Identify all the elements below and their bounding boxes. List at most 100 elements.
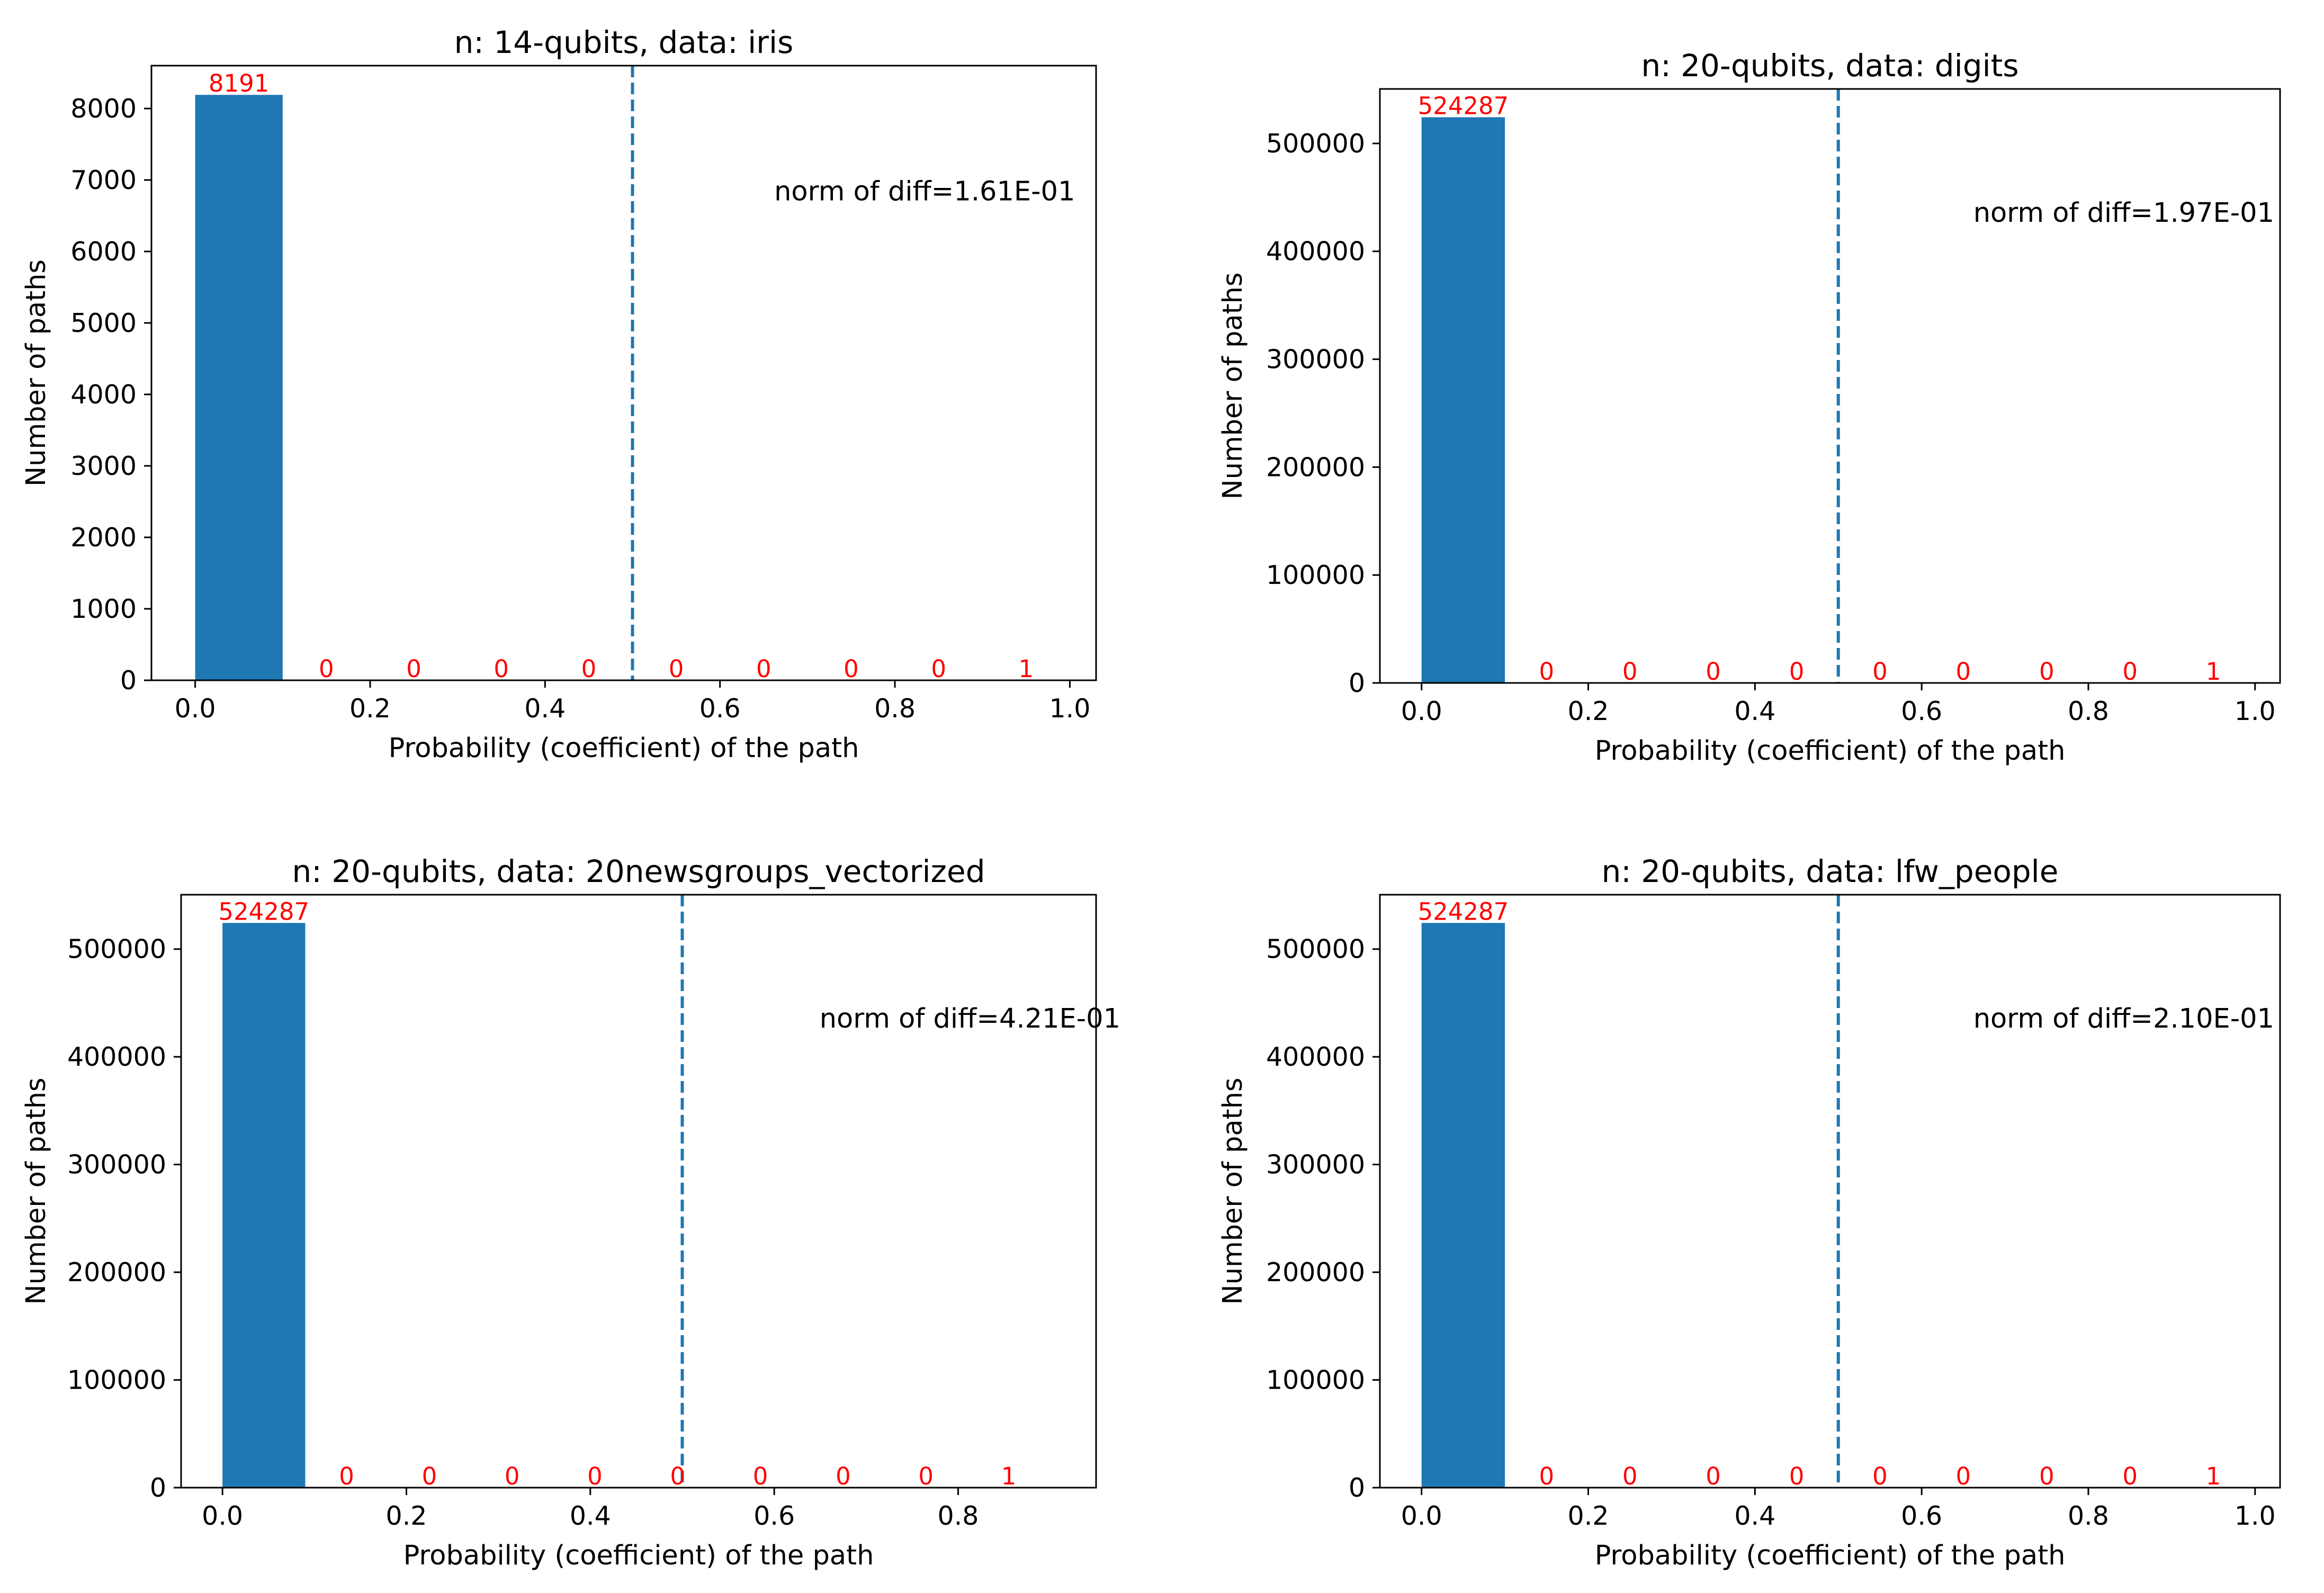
- y-tick-label: 0: [1349, 1473, 1365, 1503]
- x-tick-label: 0.4: [1734, 1501, 1775, 1531]
- x-axis-label: Probability (coefficient) of the path: [1595, 735, 2066, 767]
- chart-title: n: 14-qubits, data: iris: [454, 24, 794, 60]
- y-tick-label: 300000: [1266, 345, 1365, 375]
- bar-value-label: 0: [1539, 1462, 1554, 1490]
- x-tick-label: 0.8: [938, 1501, 979, 1531]
- bar-value-label: 0: [931, 655, 946, 683]
- y-tick-label: 200000: [1266, 452, 1365, 482]
- x-tick-label: 0.8: [2068, 696, 2109, 726]
- x-tick-label: 0.2: [1568, 696, 1609, 726]
- bar-value-label: 0: [756, 655, 771, 683]
- bar-value-label: 0: [406, 655, 421, 683]
- x-axis-label: Probability (coefficient) of the path: [403, 1540, 874, 1571]
- histogram-bar: [1421, 923, 1505, 1488]
- y-tick-label: 400000: [67, 1042, 166, 1072]
- y-tick-label: 4000: [70, 380, 137, 410]
- bar-value-label: 524287: [1418, 897, 1509, 925]
- bar-value-label: 0: [1956, 658, 1971, 686]
- bar-value-label: 0: [505, 1462, 520, 1490]
- y-tick-label: 200000: [1266, 1257, 1365, 1288]
- chart-panel-1: 524287 0 0 0 0 0 0 0 0 1 0.0 0.2 0.4 0.6 0.8 1.0 0 100000…: [1217, 48, 2281, 767]
- bar-value-label: 0: [587, 1462, 603, 1490]
- y-tick-label: 3000: [70, 451, 137, 481]
- y-axis-label: Number of paths: [21, 259, 52, 487]
- y-tick-label: 2000: [70, 523, 137, 553]
- y-tick-label: 0: [1349, 668, 1365, 698]
- y-tick-label: 300000: [1266, 1150, 1365, 1180]
- axes-frame: [1379, 894, 2281, 1489]
- bar-value-label: 0: [1872, 1462, 1888, 1490]
- x-tick-label: 0.8: [874, 694, 916, 724]
- bar-value-label: 0: [2039, 1462, 2054, 1490]
- y-tick-label: 8000: [70, 94, 137, 124]
- x-tick-label: 0.2: [1568, 1501, 1609, 1531]
- x-tick-label: 0.4: [524, 694, 566, 724]
- chart-title: n: 20-qubits, data: lfw_people: [1602, 853, 2059, 889]
- bar-value-label: 0: [1622, 658, 1638, 686]
- x-tick-label: 1.0: [2235, 696, 2276, 726]
- x-tick-label: 0.4: [1734, 696, 1775, 726]
- norm-diff-annotation: norm of diff=4.21E-01: [820, 1003, 1120, 1034]
- bar-value-label: 0: [1789, 1462, 1805, 1490]
- x-tick-label: 0.2: [349, 694, 391, 724]
- bar-value-label: 0: [753, 1462, 768, 1490]
- bar-value-label: 524287: [1418, 92, 1509, 120]
- bar-value-label: 0: [581, 655, 597, 683]
- chart-title: n: 20-qubits, data: digits: [1641, 48, 2018, 84]
- y-tick-label: 5000: [70, 308, 137, 338]
- bar-value-label: 0: [1706, 1462, 1721, 1490]
- x-tick-label: 0.6: [753, 1501, 795, 1531]
- bar-value-label: 0: [422, 1462, 437, 1490]
- axes-frame: [180, 894, 1097, 1489]
- histogram-bar: [222, 923, 306, 1488]
- bar-value-label: 0: [319, 655, 334, 683]
- y-tick-label: 500000: [67, 934, 166, 965]
- y-tick-label: 7000: [70, 165, 137, 195]
- y-tick-label: 1000: [70, 594, 137, 624]
- x-tick-label: 0.6: [699, 694, 741, 724]
- bar-value-label: 0: [2122, 658, 2138, 686]
- bar-value-label: 0: [1539, 658, 1554, 686]
- y-tick-label: 100000: [67, 1365, 166, 1396]
- bar-value-label: 8191: [209, 69, 270, 97]
- axes-frame: [150, 65, 1097, 681]
- y-tick-label: 300000: [67, 1150, 166, 1180]
- chart-title: n: 20-qubits, data: 20newsgroups_vectori…: [292, 853, 985, 889]
- bar-value-label: 0: [493, 655, 509, 683]
- chart-panel-0: 8191 0 0 0 0 0 0 0 0 1 0.0 0.2 0.4 0.6 0.8 1.0 0 1000 2000…: [21, 24, 1097, 764]
- y-tick-label: 400000: [1266, 1042, 1365, 1072]
- x-tick-label: 1.0: [1049, 694, 1090, 724]
- bar-value-label: 0: [2039, 658, 2054, 686]
- bar-value-label: 0: [1956, 1462, 1971, 1490]
- x-tick-label: 0.2: [386, 1501, 427, 1531]
- x-tick-label: 0.0: [1401, 696, 1442, 726]
- y-axis-label: Number of paths: [1217, 1078, 1249, 1305]
- bar-value-label: 0: [2122, 1462, 2138, 1490]
- y-tick-label: 100000: [1266, 1365, 1365, 1396]
- y-tick-label: 6000: [70, 237, 137, 267]
- norm-diff-annotation: norm of diff=2.10E-01: [1973, 1003, 2274, 1034]
- y-tick-label: 500000: [1266, 129, 1365, 159]
- y-tick-label: 100000: [1266, 560, 1365, 590]
- bar-value-label: 0: [1706, 658, 1721, 686]
- bar-value-label: 0: [1872, 658, 1888, 686]
- x-tick-label: 0.6: [1901, 1501, 1942, 1531]
- bar-value-label: 0: [836, 1462, 851, 1490]
- histogram-bar: [195, 95, 283, 681]
- bar-value-label: 0: [844, 655, 859, 683]
- x-axis-label: Probability (coefficient) of the path: [1595, 1540, 2066, 1571]
- bar-value-label: 1: [1001, 1462, 1017, 1490]
- y-axis-label: Number of paths: [21, 1078, 52, 1305]
- y-tick-label: 200000: [67, 1257, 166, 1288]
- histogram-bar: [1421, 117, 1505, 683]
- axes-frame: [1379, 88, 2281, 684]
- y-tick-label: 500000: [1266, 934, 1365, 965]
- y-axis-label: Number of paths: [1217, 273, 1249, 500]
- y-tick-label: 0: [150, 1473, 166, 1503]
- bar-value-label: 0: [669, 655, 684, 683]
- x-axis-label: Probability (coefficient) of the path: [389, 733, 859, 764]
- x-tick-label: 0.0: [202, 1501, 243, 1531]
